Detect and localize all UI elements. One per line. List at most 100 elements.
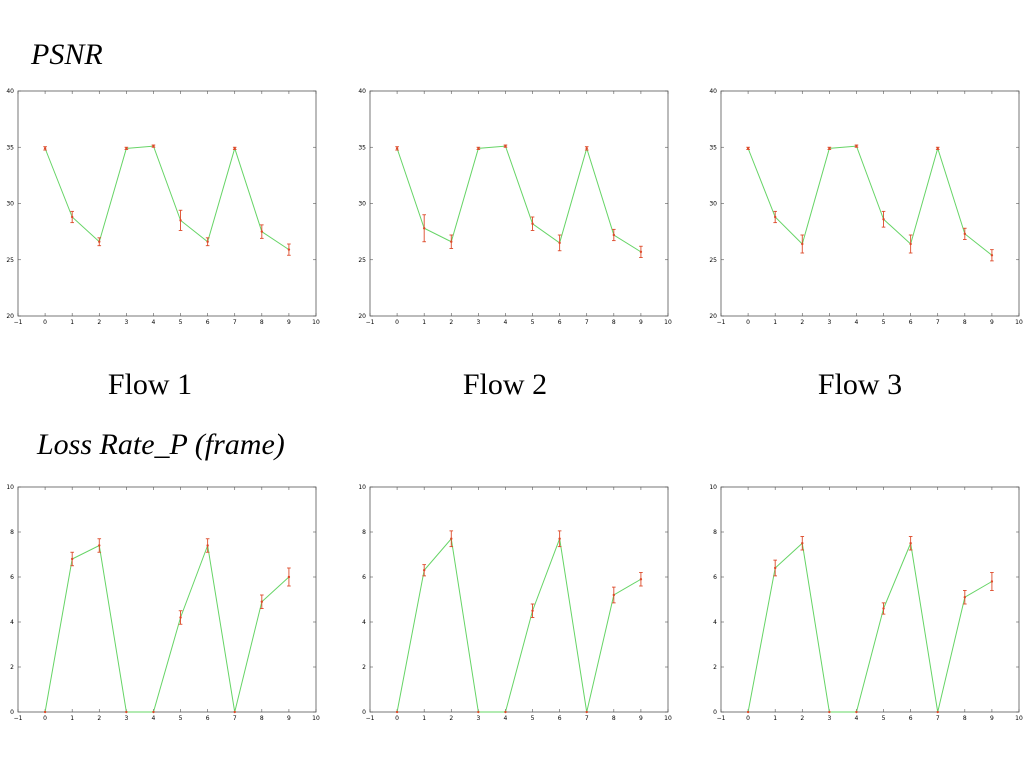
y-tick-label: 20 [358,313,366,320]
x-tick-label: 10 [312,319,320,326]
y-tick-label: 10 [6,484,14,491]
y-tick-label: 35 [709,144,717,151]
x-tick-label: 3 [124,715,128,722]
x-tick-label: 9 [639,319,643,326]
data-point [828,147,831,150]
y-tick-label: 0 [10,709,14,716]
x-tick-label: 3 [476,319,480,326]
data-point [855,710,858,714]
data-point [43,147,47,150]
x-tick-label: 2 [449,715,453,722]
x-tick-label: 8 [963,715,967,722]
x-tick-label: 5 [179,715,183,722]
y-tick-label: 6 [713,574,717,581]
data-point [422,227,426,230]
x-tick-label: 9 [639,715,643,722]
data-point [909,242,912,246]
data-point [504,144,507,148]
flow-label-3: Flow 3 [817,368,903,401]
y-tick-label: 4 [362,619,366,626]
data-point [585,710,588,714]
y-tick-label: 30 [6,201,14,208]
x-tick-label: −1 [717,715,726,722]
data-point [882,218,885,221]
x-tick-label: 9 [990,319,994,326]
data-point [558,241,561,245]
x-tick-label: 10 [664,319,672,326]
x-tick-label: 8 [612,319,616,326]
x-tick-label: 5 [882,319,886,326]
data-point [450,537,453,540]
data-point [450,240,453,243]
plot-frame [17,486,317,713]
x-tick-label: 3 [124,319,128,326]
y-tick-label: 2 [362,664,366,671]
x-tick-label: 2 [800,715,804,722]
series-line [747,145,993,256]
plot-frame [369,486,669,713]
y-tick-label: 20 [6,313,14,320]
data-point [395,147,399,150]
data-point [531,222,534,225]
data-point [612,233,616,237]
data-point [70,215,74,219]
x-tick-label: 6 [558,319,562,326]
x-tick-label: 5 [531,715,535,722]
x-tick-label: 8 [612,715,616,722]
data-point [990,580,994,583]
x-tick-label: 0 [43,715,47,722]
data-point [531,609,534,612]
x-tick-label: 4 [152,319,156,326]
y-tick-label: 35 [6,144,14,151]
x-tick-label: 10 [1015,715,1023,722]
data-point [612,593,616,597]
data-point [206,240,209,243]
flow-label-2: Flow 2 [462,368,548,401]
data-point [477,147,480,150]
series-line [747,541,993,713]
x-tick-label: 7 [233,319,237,326]
data-point [558,537,561,540]
data-point [43,710,47,714]
y-tick-label: 2 [713,664,717,671]
x-tick-label: 1 [70,715,74,722]
x-tick-label: 4 [504,319,508,326]
data-point [233,147,236,150]
x-tick-label: 4 [855,715,859,722]
x-tick-label: 0 [746,319,750,326]
data-point [287,248,291,251]
x-tick-label: 9 [287,319,291,326]
data-point [152,710,155,714]
data-point [882,607,885,610]
y-tick-label: 25 [709,257,717,264]
data-point [98,240,101,243]
y-tick-label: 6 [10,574,14,581]
x-tick-label: 1 [773,319,777,326]
data-point [909,542,912,545]
x-tick-label: 4 [504,715,508,722]
plot-frame [720,90,1020,317]
series-line [396,145,642,253]
x-tick-label: 4 [152,715,156,722]
psnr-section-title: PSNR [31,38,103,71]
x-tick-label: 7 [585,319,589,326]
x-tick-label: 2 [800,319,804,326]
x-tick-label: 6 [909,319,913,326]
y-tick-label: 4 [10,619,14,626]
y-tick-label: 0 [713,709,717,716]
data-point [395,710,399,714]
x-tick-label: 9 [287,715,291,722]
data-point [963,596,967,599]
x-tick-label: 1 [773,715,777,722]
x-tick-label: 10 [1015,319,1023,326]
x-tick-label: 2 [97,319,101,326]
data-point [990,254,994,257]
x-tick-label: 4 [855,319,859,326]
x-tick-label: 1 [422,319,426,326]
psnr-chart-flow-1: −1 0 1 2 3 4 5 6 7 8 9 10 20 25 30 35 40 [6,88,320,326]
x-tick-label: −1 [366,319,375,326]
y-tick-label: 4 [713,619,717,626]
